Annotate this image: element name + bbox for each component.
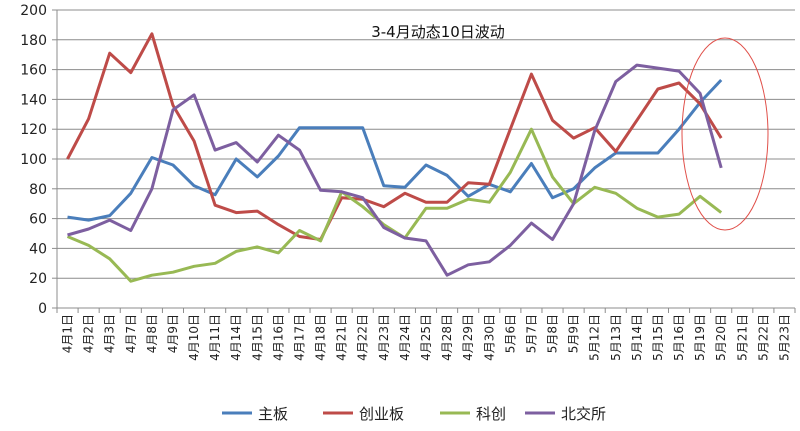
y-tick-label: 40 [29,241,47,257]
y-tick-label: 200 [20,3,47,19]
x-tick-label: 4月29日 [461,314,475,361]
legend-label: 科创 [476,405,506,423]
y-tick-label: 160 [20,63,47,79]
x-tick-label: 4月2日 [82,314,96,353]
x-tick-label: 4月25日 [419,314,433,361]
x-tick-label: 4月24日 [398,314,412,361]
highlight-ellipse [681,37,769,231]
x-axis: 4月1日 4月2日 4月3日 4月7日 4月8日 4月9日 4月10日 4月11日 4月14日 4… [56,307,796,361]
x-tick-label: 4月30日 [482,314,496,361]
series-lines [66,32,723,283]
x-tick-label: 5月22日 [756,314,770,361]
y-tick-label: 100 [20,152,47,168]
x-tick-label: 4月21日 [335,314,349,361]
series-line-北交所 [67,63,723,277]
x-tick-label: 5月6日 [503,314,517,353]
y-tick-label: 180 [20,33,47,49]
x-tick-label: 4月28日 [440,314,454,361]
x-tick-label: 4月22日 [356,314,370,361]
chart-title: 3-4月动态10日波动 [371,23,505,41]
y-tick-label: 0 [38,301,47,317]
x-tick-label: 4月8日 [145,314,159,353]
x-tick-label: 5月15日 [651,314,665,361]
grid-lines [57,9,795,279]
x-tick-label: 5月13日 [609,314,623,361]
series-line-创业板 [66,32,723,241]
y-tick-label: 20 [29,271,47,287]
x-tick-label: 4月16日 [271,314,285,361]
legend-label: 北交所 [561,405,606,423]
x-tick-label: 5月20日 [714,314,728,361]
x-tick-label: 5月23日 [777,314,791,361]
legend: 主板 创业板 科创 北交所 [222,405,606,423]
x-tick-label: 5月14日 [630,314,644,361]
x-tick-label: 4月15日 [250,314,264,361]
x-tick-label: 4月9日 [166,314,180,353]
x-tick-label: 5月19日 [693,314,707,361]
x-tick-label: 4月1日 [61,314,75,353]
x-tick-label: 5月8日 [546,314,560,353]
y-axis: 0 20 40 60 80 100 120 140 160 180 200 [20,3,58,317]
x-tick-label: 4月17日 [292,314,306,361]
x-tick-label: 4月18日 [314,314,328,361]
series-line-主板 [67,78,723,222]
y-tick-label: 80 [29,182,47,198]
x-tick-label: 5月16日 [672,314,686,361]
x-tick-label: 5月21日 [735,314,749,361]
y-tick-label: 120 [20,122,47,138]
x-tick-label: 4月11日 [208,314,222,361]
x-tick-label: 5月12日 [588,314,602,361]
y-tick-label: 60 [29,212,47,228]
legend-label: 主板 [258,405,288,423]
x-tick-label: 4月3日 [103,314,117,353]
x-tick-label: 4月10日 [187,314,201,361]
legend-label: 创业板 [359,405,404,423]
x-tick-label: 5月9日 [567,314,581,353]
y-tick-label: 140 [20,92,47,108]
x-tick-label: 4月23日 [377,314,391,361]
x-tick-label: 4月7日 [124,314,138,353]
x-tick-label: 5月7日 [524,314,538,353]
x-tick-label: 4月14日 [229,314,243,361]
